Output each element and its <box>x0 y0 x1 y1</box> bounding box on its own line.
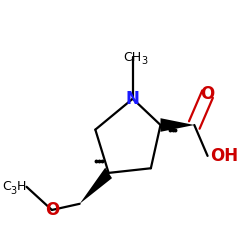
Text: 3: 3 <box>141 56 148 66</box>
Text: O: O <box>45 201 59 219</box>
Text: 3: 3 <box>10 186 16 196</box>
Text: CH: CH <box>124 50 142 64</box>
Text: O: O <box>200 85 215 103</box>
Text: C: C <box>2 180 11 193</box>
Polygon shape <box>160 118 194 132</box>
Text: OH: OH <box>210 147 238 165</box>
Polygon shape <box>80 168 112 204</box>
Text: N: N <box>126 90 140 108</box>
Text: H: H <box>17 180 26 193</box>
